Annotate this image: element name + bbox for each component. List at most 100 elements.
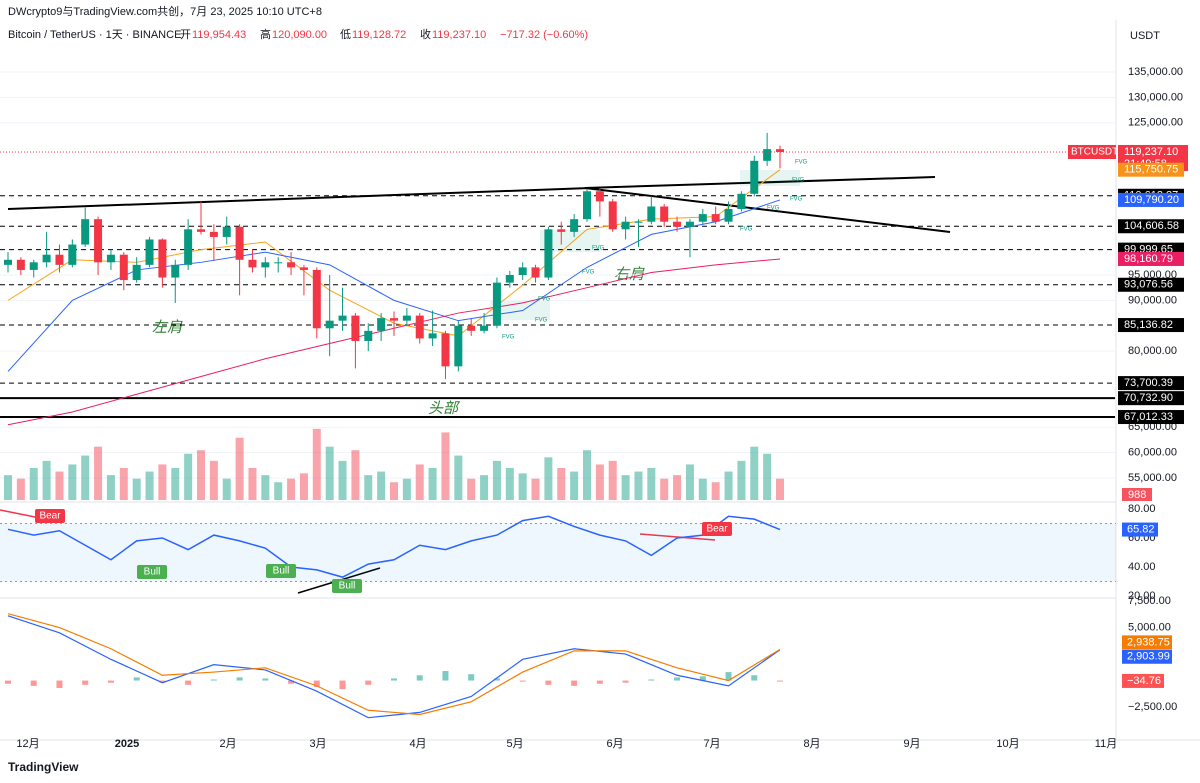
candle-body [248, 259, 257, 268]
candle-body [557, 229, 566, 232]
macd-histogram-bar [442, 671, 449, 681]
level-label: 67,012.33 [1124, 411, 1173, 423]
price-label-bg [1118, 162, 1184, 177]
macd-histogram-bar [236, 677, 243, 681]
symbol-tag: BTCUSDT [1071, 147, 1118, 158]
candle-body [711, 214, 720, 222]
macd-label: 2,903.99 [1127, 651, 1170, 663]
volume-bar [647, 468, 656, 500]
signal-tag-bg [137, 565, 167, 579]
currency: USDT [1130, 30, 1160, 42]
candle-body [119, 254, 128, 281]
macd-histogram-bar [777, 680, 783, 682]
volume-bar [132, 478, 141, 500]
volume-bar [711, 482, 720, 500]
macd-histogram-bar [133, 677, 140, 681]
macd-histogram-bar [468, 674, 475, 681]
candle-body [480, 325, 489, 331]
candle-body [158, 239, 167, 278]
volume-bar [274, 482, 283, 500]
macd-line [7, 613, 781, 716]
macd-histogram-bar [648, 679, 655, 681]
candle-body [467, 325, 476, 331]
candle-body [106, 254, 115, 263]
macd-histogram-bar [493, 678, 500, 681]
signal-tag-bg [332, 579, 362, 593]
volume-bar [685, 464, 694, 500]
candle-body [724, 209, 733, 222]
candle-body [94, 219, 103, 263]
volume-bar [287, 478, 296, 500]
macd-histogram-bar [185, 680, 192, 685]
candle-body [621, 221, 630, 230]
volume-bar [750, 446, 759, 500]
fvg-label: FVG [767, 206, 780, 212]
macd-histogram-bar [622, 680, 629, 683]
volume-bar [698, 478, 707, 500]
candle-body [4, 259, 12, 265]
y-tick-label: 60,000.00 [1128, 447, 1177, 459]
volume-bar [4, 475, 12, 500]
volume-bar [209, 460, 218, 500]
macd-histogram-bar [545, 680, 552, 685]
volume-bar [428, 468, 437, 500]
volume-bar [119, 468, 128, 500]
fvg-label: FVG [740, 227, 753, 233]
rsi-tick-label: 80.00 [1128, 503, 1156, 515]
macd-histogram-bar [339, 680, 346, 690]
macd-label: 2,938.75 [1127, 636, 1170, 648]
annotation: 头部 [428, 400, 461, 417]
volume-bar [505, 468, 514, 500]
macd-histogram-bar [210, 679, 217, 681]
volume-bar [480, 475, 489, 500]
ohlc-value: 119,237.10 [432, 29, 486, 41]
volume-bar [724, 471, 733, 500]
rsi-tick-label: 40.00 [1128, 561, 1156, 573]
price-label: 98,160.79 [1124, 253, 1173, 265]
volume-bar [68, 464, 77, 500]
candle-body [209, 231, 218, 237]
candle-body [518, 267, 527, 275]
macd-histogram-bar [107, 680, 114, 683]
change: −717.32 (−0.60%) [500, 29, 588, 41]
volume-bar [737, 460, 746, 500]
volume-bar [621, 475, 630, 500]
macd-histogram-bar [313, 680, 320, 687]
y-tick-label: 65,000.00 [1128, 421, 1177, 433]
volume-bar [570, 471, 579, 500]
x-tick-label: 6月 [606, 738, 623, 750]
candle-body [16, 259, 25, 270]
volume-bar [776, 478, 784, 500]
trendline [584, 187, 951, 233]
volume-bar [377, 471, 386, 500]
last-price: 119,237.10 [1124, 146, 1178, 158]
candle-body [505, 275, 514, 283]
candle-body [402, 315, 411, 321]
candle-body [544, 229, 553, 278]
rsi-band [0, 523, 1116, 582]
x-tick-label: 12月 [16, 738, 39, 750]
candle-body [364, 330, 373, 341]
trendline [584, 176, 936, 189]
macd-line [7, 615, 781, 719]
volume-bar [235, 437, 244, 500]
level-label-bg [1118, 219, 1184, 234]
volume-bar [351, 450, 360, 500]
macd-histogram-bar [262, 678, 269, 681]
candle-body [338, 315, 347, 321]
volume-bar [634, 471, 643, 500]
price-label-bg [1118, 192, 1184, 207]
fvg-zone [490, 300, 550, 320]
volume-bar [325, 446, 334, 500]
candle-body [81, 219, 90, 245]
volume-bar [197, 450, 205, 500]
candle-body [428, 333, 437, 339]
rsi-label-bg [1122, 522, 1158, 537]
candle-body [145, 239, 154, 265]
signal-tag: Bear [39, 511, 61, 522]
signal-tag: Bear [706, 524, 728, 535]
x-tick-label: 3月 [309, 738, 326, 750]
candle-body [312, 269, 321, 329]
